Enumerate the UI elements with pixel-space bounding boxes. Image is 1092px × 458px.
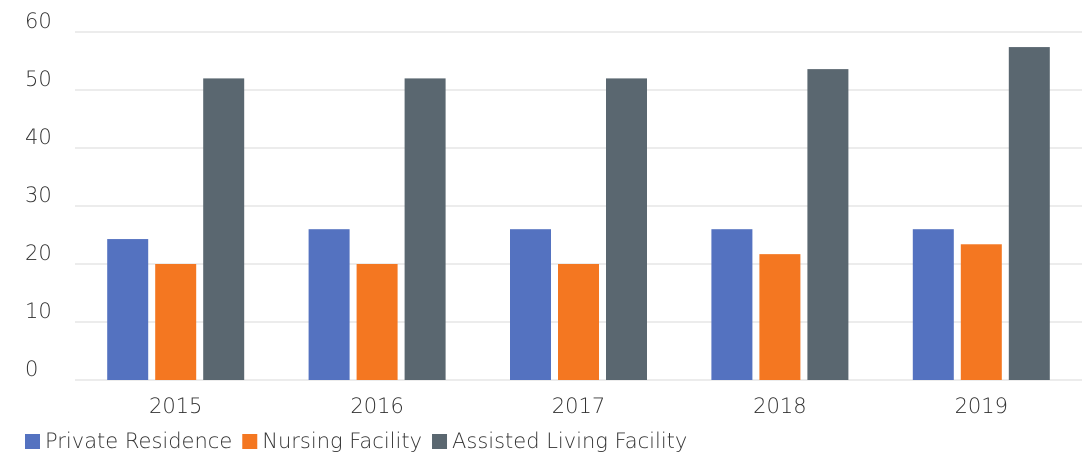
y-tick-label: 50	[25, 67, 52, 91]
bar	[155, 264, 197, 380]
legend-label: Assisted Living Facility	[452, 429, 687, 453]
x-tick-label: 2019	[955, 394, 1008, 418]
bar	[356, 264, 398, 380]
x-tick-label: 2017	[552, 394, 605, 418]
bar	[711, 229, 753, 380]
y-tick-label: 60	[25, 9, 52, 33]
bar	[308, 229, 350, 380]
bar	[759, 254, 801, 380]
legend-label: Private Residence	[45, 429, 232, 453]
y-tick-label: 40	[25, 125, 52, 149]
x-tick-label: 2018	[753, 394, 806, 418]
bar	[807, 69, 849, 381]
bar	[510, 229, 551, 380]
y-tick-label: 30	[25, 183, 52, 207]
y-tick-label: 10	[25, 299, 52, 323]
bar	[107, 239, 149, 380]
legend-label: Nursing Facility	[262, 429, 422, 453]
legend-swatch	[25, 434, 40, 449]
bar	[558, 264, 599, 380]
y-tick-label: 0	[25, 357, 38, 381]
legend-swatch	[242, 434, 258, 449]
bar	[606, 78, 647, 381]
bar	[203, 78, 245, 381]
bar	[912, 229, 954, 380]
legend-swatch	[432, 434, 448, 449]
y-tick-label: 20	[25, 241, 52, 265]
bar	[404, 78, 446, 381]
x-tick-label: 2016	[350, 394, 403, 418]
bar	[960, 244, 1002, 380]
x-tick-label: 2015	[149, 394, 202, 418]
bar	[1008, 47, 1050, 381]
